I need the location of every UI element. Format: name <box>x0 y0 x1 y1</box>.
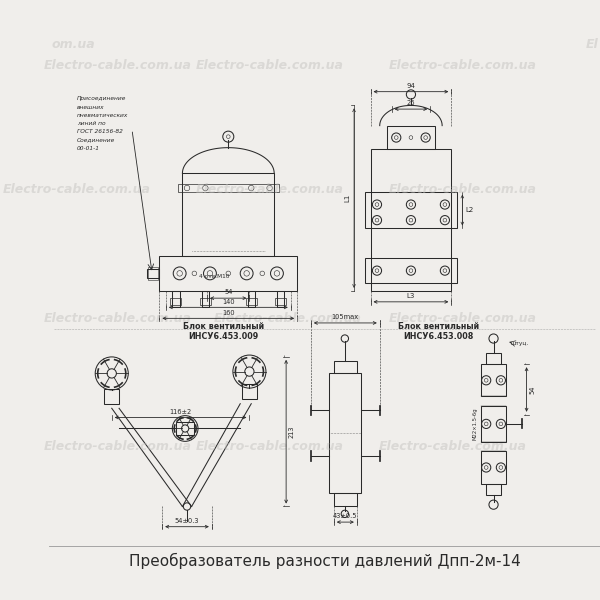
Bar <box>481 451 506 484</box>
Text: 26: 26 <box>407 100 415 106</box>
Text: Соединение: Соединение <box>77 137 115 143</box>
Bar <box>481 364 506 397</box>
Text: Electro-cable.com.ua: Electro-cable.com.ua <box>388 59 536 73</box>
Text: ИНСУ6.453.008: ИНСУ6.453.008 <box>403 332 473 341</box>
Text: om.ua: om.ua <box>51 38 95 52</box>
Bar <box>486 353 501 364</box>
Text: L2: L2 <box>465 207 473 213</box>
Text: Electro-cable.com.ua: Electro-cable.com.ua <box>3 184 151 196</box>
Bar <box>486 484 501 494</box>
Text: 00-01-1: 00-01-1 <box>77 146 100 151</box>
Text: Присоединение: Присоединение <box>77 96 126 101</box>
Text: 140: 140 <box>222 299 235 305</box>
Text: ГОСТ 26156-82: ГОСТ 26156-82 <box>77 129 123 134</box>
Text: Блок вентильный: Блок вентильный <box>398 322 479 331</box>
Bar <box>104 389 119 404</box>
Text: 116±2: 116±2 <box>169 409 192 415</box>
Text: Electro-cable.com.ua: Electro-cable.com.ua <box>44 440 192 454</box>
Bar <box>246 298 257 305</box>
Bar <box>371 149 451 291</box>
Text: М22×1.5-6g: М22×1.5-6g <box>473 407 478 440</box>
Text: Electro-cable.com.ua: Electro-cable.com.ua <box>196 184 344 196</box>
Text: Electro-cable.com.ua: Electro-cable.com.ua <box>196 59 344 73</box>
Bar <box>146 269 160 278</box>
Bar <box>176 422 194 435</box>
Text: Electro-cable.com.ua: Electro-cable.com.ua <box>214 312 362 325</box>
Text: 54±0.3: 54±0.3 <box>175 518 199 524</box>
Text: ИНСУ6.453.009: ИНСУ6.453.009 <box>188 332 259 341</box>
Text: L3: L3 <box>407 293 415 299</box>
Bar <box>182 173 274 256</box>
Text: Преобразователь разности давлений Дпп-2м-14: Преобразователь разности давлений Дпп-2м… <box>129 553 521 569</box>
Bar <box>242 385 257 399</box>
Bar <box>202 291 209 307</box>
Bar <box>365 258 457 283</box>
Text: 105max: 105max <box>332 314 359 320</box>
Text: Electro-cable.com.ua: Electro-cable.com.ua <box>388 184 536 196</box>
Text: Electro-cable.com.ua: Electro-cable.com.ua <box>44 59 192 73</box>
Text: L1: L1 <box>344 194 350 202</box>
Text: 213: 213 <box>289 425 295 438</box>
Text: Electro-cable.com.ua: Electro-cable.com.ua <box>388 312 536 325</box>
Bar <box>170 298 181 305</box>
Text: пневматических: пневматических <box>77 113 128 118</box>
Text: El: El <box>586 38 598 52</box>
Bar <box>329 373 361 493</box>
Text: 160: 160 <box>222 310 235 316</box>
Bar <box>334 361 357 373</box>
Text: Electro-cable.com.ua: Electro-cable.com.ua <box>379 440 527 454</box>
Text: 94: 94 <box>407 83 415 89</box>
Text: линий по: линий по <box>77 121 106 126</box>
Text: 54: 54 <box>224 289 233 295</box>
Bar <box>334 493 357 506</box>
Bar <box>160 256 297 291</box>
Bar <box>365 192 457 229</box>
Bar <box>172 291 179 307</box>
Text: внешних: внешних <box>77 104 104 110</box>
Bar <box>277 291 284 307</box>
Text: штуц.: штуц. <box>510 341 529 346</box>
Bar <box>248 291 255 307</box>
Text: Electro-cable.com.ua: Electro-cable.com.ua <box>196 440 344 454</box>
Text: Electro-cable.com.ua: Electro-cable.com.ua <box>44 312 192 325</box>
Bar <box>387 125 435 149</box>
Text: 54: 54 <box>529 385 535 394</box>
Bar <box>148 267 158 280</box>
Text: Блок вентильный: Блок вентильный <box>183 322 264 331</box>
Bar <box>200 298 211 305</box>
Bar <box>178 184 279 192</box>
Text: 43±0.5: 43±0.5 <box>333 514 358 520</box>
Bar <box>275 298 286 305</box>
Bar <box>481 406 506 442</box>
Text: 4 отв.М10: 4 отв.М10 <box>199 274 230 278</box>
